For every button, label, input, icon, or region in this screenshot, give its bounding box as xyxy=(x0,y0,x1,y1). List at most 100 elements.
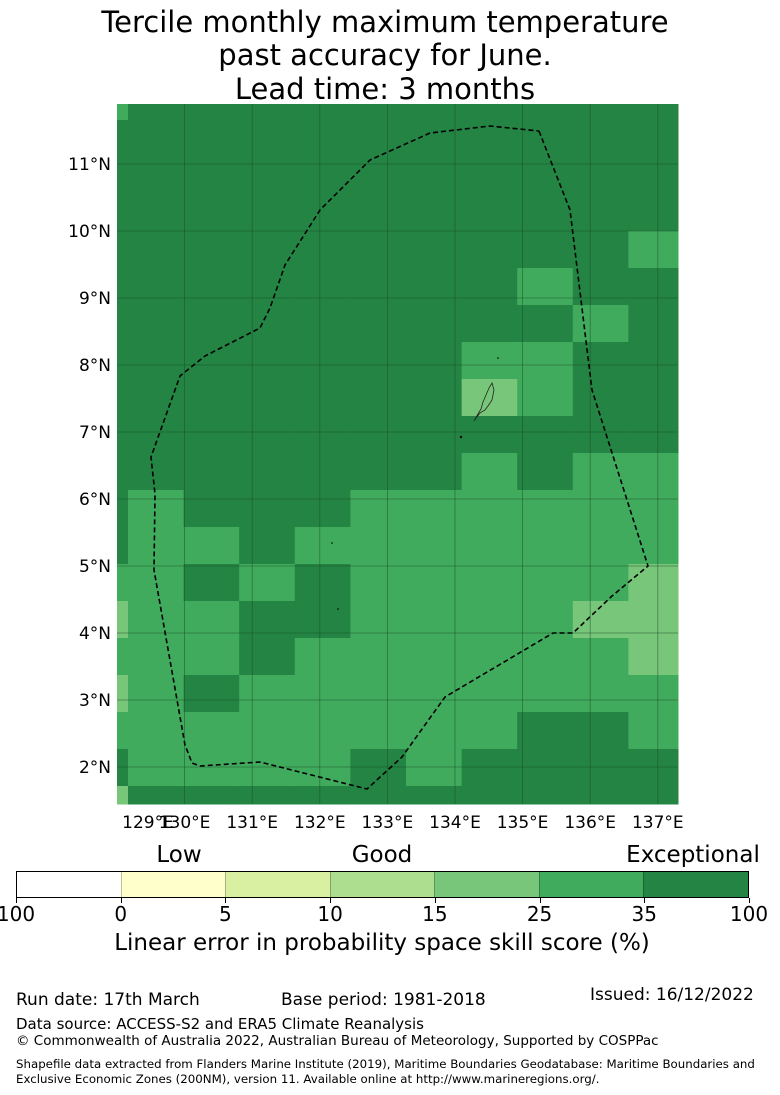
skill-grid-cell xyxy=(294,120,351,158)
skill-grid-cell xyxy=(350,379,407,417)
skill-grid-cell xyxy=(183,675,240,713)
skill-grid-cell xyxy=(183,342,240,380)
colorbar-bin xyxy=(434,872,539,897)
colorbar-tick-mark xyxy=(644,898,646,903)
skill-grid-cell xyxy=(628,453,679,491)
longitude-tick-label: 129°E xyxy=(122,813,174,833)
skill-grid-cell xyxy=(183,379,240,417)
skill-grid-cell xyxy=(239,749,296,787)
skill-grid-cell xyxy=(350,564,407,602)
skill-grid-cell xyxy=(294,268,351,306)
skill-grid-cell xyxy=(350,305,407,343)
skill-grid-cell xyxy=(572,749,629,787)
skill-grid-cell xyxy=(628,268,679,306)
colorbar xyxy=(16,871,749,898)
skill-grid-cell xyxy=(517,490,574,528)
skill-grid-cell xyxy=(406,379,463,417)
copyright: © Commonwealth of Australia 2022, Austra… xyxy=(16,1033,659,1049)
skill-grid-cell xyxy=(406,712,463,750)
skill-grid-cell xyxy=(461,104,518,121)
skill-grid-cell xyxy=(117,786,129,805)
latitude-tick-label: 7°N xyxy=(79,423,111,443)
islet-marker xyxy=(497,357,499,359)
skill-grid-cell xyxy=(294,749,351,787)
colorbar-tick-label: 100 xyxy=(729,902,769,926)
skill-grid-cell xyxy=(406,601,463,639)
category-label-low: Low xyxy=(156,842,202,868)
skill-grid-cell xyxy=(128,231,185,269)
skill-grid-cell xyxy=(294,342,351,380)
skill-grid-cell xyxy=(350,268,407,306)
skill-grid-cell xyxy=(406,416,463,454)
skill-grid-cell xyxy=(239,342,296,380)
skill-grid-cell xyxy=(183,231,240,269)
skill-grid-cell xyxy=(350,453,407,491)
skill-grid-cell xyxy=(572,305,629,343)
skill-grid-cell xyxy=(517,342,574,380)
skill-grid-cell xyxy=(239,194,296,232)
skill-grid-cell xyxy=(517,305,574,343)
skill-grid-cell xyxy=(239,379,296,417)
skill-grid-cell xyxy=(628,120,679,158)
skill-grid-cell xyxy=(117,305,129,343)
skill-grid-cell xyxy=(239,527,296,565)
skill-grid-cell xyxy=(117,157,129,195)
skill-grid-cell xyxy=(183,194,240,232)
skill-grid-cell xyxy=(628,786,679,805)
skill-grid-cell xyxy=(572,342,629,380)
skill-grid-cell xyxy=(572,712,629,750)
skill-grid-cell xyxy=(461,231,518,269)
skill-grid-cell xyxy=(461,453,518,491)
skill-grid-cell xyxy=(128,157,185,195)
skill-grid-cell xyxy=(461,416,518,454)
skill-grid-cell xyxy=(239,305,296,343)
skill-grid-cell xyxy=(628,712,679,750)
skill-grid-cell xyxy=(406,786,463,805)
latitude-tick-label: 10°N xyxy=(68,222,111,242)
skill-grid-cell xyxy=(406,194,463,232)
skill-grid-cell xyxy=(128,104,185,121)
skill-grid-cell xyxy=(128,305,185,343)
skill-grid-cell xyxy=(350,786,407,805)
base-period: Base period: 1981-2018 xyxy=(281,990,486,1010)
islet-marker xyxy=(337,608,339,610)
skill-grid-cell xyxy=(628,749,679,787)
skill-grid-cell xyxy=(128,527,185,565)
skill-grid-cell xyxy=(117,490,129,528)
skill-grid-cell xyxy=(128,379,185,417)
longitude-tick-label: 132°E xyxy=(294,813,346,833)
skill-grid-cell xyxy=(128,268,185,306)
skill-grid-cell xyxy=(183,157,240,195)
latitude-tick-label: 9°N xyxy=(79,289,111,309)
skill-grid-cell xyxy=(461,379,518,417)
skill-grid-cell xyxy=(128,601,185,639)
skill-grid-cell xyxy=(572,675,629,713)
skill-grid-cell xyxy=(572,416,629,454)
skill-grid-cell xyxy=(572,104,629,121)
colorbar-tick-label: 100 xyxy=(0,902,36,926)
skill-grid-cell xyxy=(628,104,679,121)
longitude-tick-label: 136°E xyxy=(564,813,616,833)
skill-grid-cell xyxy=(350,601,407,639)
skill-grid-cell xyxy=(117,601,129,639)
skill-grid-cell xyxy=(128,342,185,380)
skill-grid-cell xyxy=(406,675,463,713)
skill-grid-cell xyxy=(461,638,518,676)
skill-grid-cell xyxy=(406,527,463,565)
skill-grid-cell xyxy=(628,157,679,195)
skill-grid-cell xyxy=(572,453,629,491)
skill-grid-cell xyxy=(294,194,351,232)
skill-grid-cell xyxy=(461,342,518,380)
skill-grid-cell xyxy=(294,564,351,602)
category-label-exceptional: Exceptional xyxy=(626,842,760,868)
skill-grid-cell xyxy=(294,379,351,417)
skill-grid-cell xyxy=(461,712,518,750)
skill-grid-cell xyxy=(239,564,296,602)
skill-grid-cell xyxy=(517,416,574,454)
latitude-tick-label: 6°N xyxy=(79,490,111,510)
colorbar-bin xyxy=(538,872,644,897)
skill-grid-cell xyxy=(117,342,129,380)
graticule xyxy=(117,104,678,804)
longitude-tick-label: 137°E xyxy=(632,813,684,833)
